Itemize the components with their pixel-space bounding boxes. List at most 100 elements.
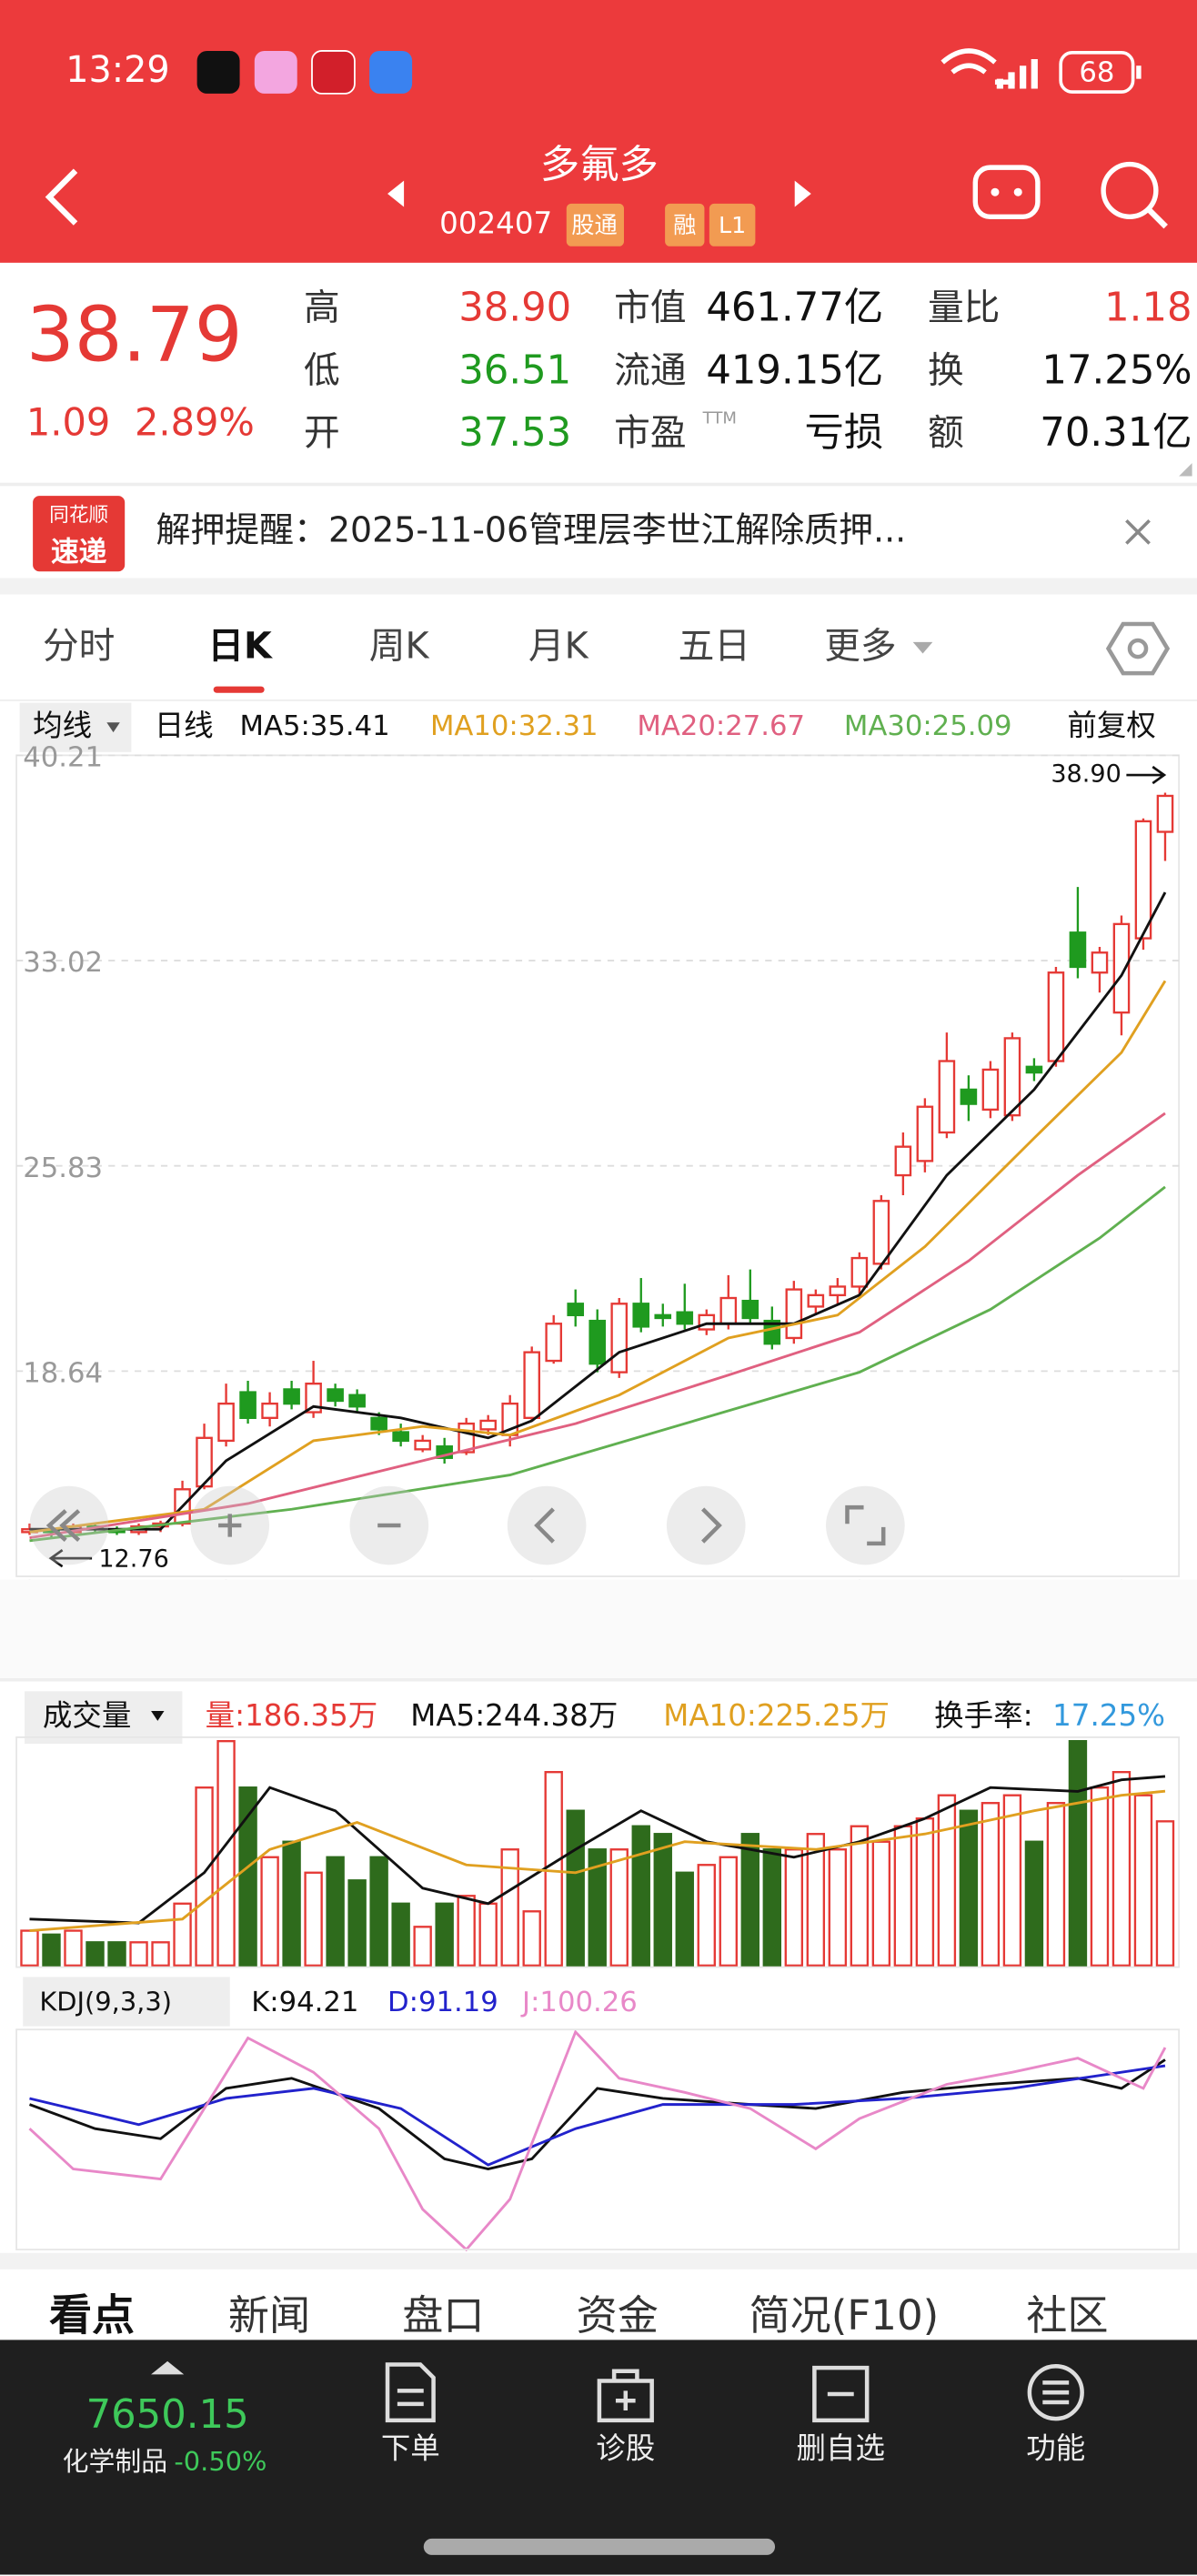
candle-body bbox=[807, 1293, 825, 1308]
volume-bar bbox=[719, 1856, 738, 1967]
badge bbox=[709, 203, 756, 247]
legend-item: D:91.19 bbox=[387, 1987, 498, 2018]
volume-bar bbox=[850, 1825, 870, 1967]
candle-body bbox=[1069, 931, 1087, 969]
legend-item: J:100.26 bbox=[520, 1987, 638, 2018]
app-icon bbox=[254, 50, 297, 94]
candle-body bbox=[763, 1319, 781, 1345]
volume-bar bbox=[959, 1809, 979, 1967]
prev-stock[interactable] bbox=[387, 180, 405, 207]
kdj-frame bbox=[15, 2028, 1181, 2251]
candle-body bbox=[1134, 820, 1152, 940]
news-close[interactable] bbox=[1125, 518, 1151, 545]
volume-bar bbox=[762, 1848, 782, 1967]
tab[interactable]: 五日 bbox=[679, 626, 750, 668]
stock-name: 多氟多 bbox=[540, 143, 659, 188]
divider bbox=[0, 578, 1197, 595]
dropdown-arrow bbox=[912, 641, 933, 654]
badge-text: 融 bbox=[673, 212, 696, 238]
volume-bar bbox=[42, 1933, 61, 1967]
chart-control[interactable] bbox=[507, 1485, 587, 1565]
bottom-tab[interactable]: 社区 bbox=[1026, 2291, 1108, 2340]
battery-level: 68 bbox=[1079, 57, 1114, 89]
tab[interactable]: 更多 bbox=[824, 626, 896, 668]
field-label: 量比 bbox=[928, 287, 1000, 329]
volume-bar bbox=[413, 1926, 432, 1967]
footer-action[interactable]: 下单 bbox=[381, 2430, 440, 2465]
index-value: 7650.15 bbox=[86, 2392, 249, 2438]
legend-item[interactable]: 前复权 bbox=[1067, 709, 1155, 743]
diagnose-icon[interactable] bbox=[597, 2369, 654, 2423]
back-button[interactable] bbox=[45, 168, 78, 226]
footer-action[interactable]: 诊股 bbox=[596, 2430, 655, 2465]
volume-bar bbox=[915, 1817, 935, 1967]
legend-box[interactable] bbox=[23, 1977, 230, 2027]
field-label: 流通 bbox=[614, 349, 686, 391]
app-icon bbox=[369, 50, 413, 94]
legend-item: 量:186.35万 bbox=[206, 1698, 378, 1733]
volume-bar bbox=[20, 1929, 39, 1967]
candle-body bbox=[632, 1303, 650, 1328]
volume-bar bbox=[151, 1941, 170, 1967]
bottom-tab[interactable]: 盘口 bbox=[402, 2291, 484, 2340]
tab[interactable]: 月K bbox=[528, 626, 589, 668]
bottom-tab[interactable]: 简况(F10) bbox=[749, 2291, 939, 2340]
search-icon[interactable] bbox=[1101, 161, 1159, 219]
app-icon bbox=[196, 50, 240, 94]
tab-active[interactable]: 日K bbox=[207, 626, 273, 668]
candle-body bbox=[567, 1303, 585, 1317]
remove-icon[interactable] bbox=[812, 2365, 870, 2423]
indicator-line bbox=[29, 891, 1167, 1531]
candle-body bbox=[698, 1313, 716, 1331]
bottom-tab[interactable]: 资金 bbox=[577, 2291, 659, 2340]
tab[interactable]: 周K bbox=[369, 626, 430, 668]
footer-action[interactable]: 功能 bbox=[1026, 2430, 1085, 2465]
high-annotation: 38.90 bbox=[1051, 760, 1121, 789]
chart-control[interactable] bbox=[826, 1485, 905, 1565]
tab[interactable]: 分时 bbox=[43, 626, 115, 668]
candle-body bbox=[1025, 1065, 1043, 1074]
candle-body bbox=[305, 1382, 322, 1414]
settings-icon[interactable] bbox=[1105, 621, 1171, 676]
volume-bar bbox=[282, 1840, 301, 1967]
candle-body bbox=[960, 1088, 978, 1105]
volume-bar bbox=[588, 1848, 607, 1967]
expand-corner[interactable] bbox=[1179, 463, 1192, 477]
robot-icon[interactable] bbox=[972, 165, 1041, 219]
candle-body bbox=[719, 1296, 738, 1325]
volume-bar bbox=[1068, 1739, 1088, 1967]
field-label: 开 bbox=[304, 412, 340, 454]
dropdown-arrow bbox=[106, 722, 120, 733]
candle-body bbox=[654, 1313, 672, 1320]
candle-body bbox=[370, 1416, 387, 1431]
order-icon[interactable] bbox=[385, 2362, 436, 2423]
volume-bar bbox=[981, 1802, 1001, 1967]
volume-bar bbox=[631, 1825, 650, 1967]
volume-bar bbox=[457, 1895, 476, 1967]
chart-control[interactable] bbox=[666, 1485, 746, 1565]
footer-action[interactable]: 删自选 bbox=[797, 2430, 885, 2465]
candle-body bbox=[981, 1068, 1000, 1112]
field-value: 36.51 bbox=[458, 347, 571, 393]
bottom-tab[interactable]: 新闻 bbox=[228, 2291, 310, 2340]
badge bbox=[665, 203, 705, 247]
indicator-line bbox=[28, 2058, 1166, 2171]
expand-arrow[interactable] bbox=[151, 2360, 185, 2375]
candle-body bbox=[938, 1060, 956, 1134]
y-tick-label: 25.83 bbox=[23, 1152, 103, 1184]
news-text[interactable]: 解押提醒：2025-11-06管理层李世江解除质押... bbox=[156, 509, 906, 549]
volume-bar bbox=[1155, 1820, 1175, 1967]
candle-body bbox=[785, 1288, 803, 1340]
search-handle bbox=[1147, 207, 1168, 229]
function-lines bbox=[1042, 2380, 1070, 2405]
divider bbox=[0, 699, 1197, 701]
candle-body bbox=[327, 1388, 344, 1403]
function-icon[interactable] bbox=[1027, 2364, 1084, 2421]
bottom-tab[interactable]: 看点 bbox=[49, 2290, 135, 2340]
candle-body bbox=[588, 1319, 607, 1365]
chart-control[interactable] bbox=[29, 1485, 109, 1565]
next-stock[interactable] bbox=[794, 180, 811, 207]
candle-body bbox=[916, 1105, 934, 1162]
field-value: 亏损 bbox=[805, 410, 884, 456]
volume-bar bbox=[566, 1809, 585, 1967]
